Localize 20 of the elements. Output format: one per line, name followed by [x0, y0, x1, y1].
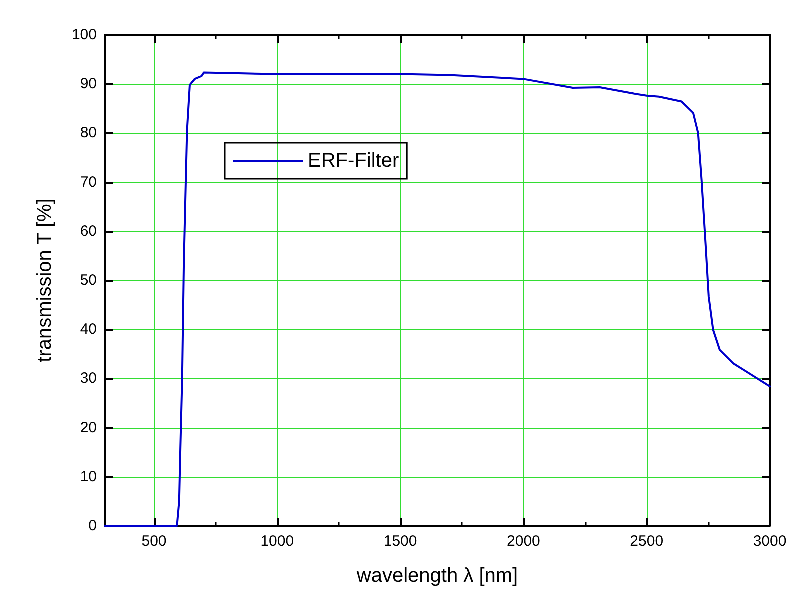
x-tick-label: 2500 [630, 533, 664, 550]
y-tick-label: 20 [80, 419, 97, 436]
y-tick-label: 90 [80, 76, 97, 93]
x-tick-label: 2000 [507, 533, 540, 550]
y-tick-label: 60 [80, 222, 97, 240]
y-tick-label: 70 [80, 174, 97, 191]
y-tick-label: 0 [88, 518, 97, 534]
x-tick-label: 1500 [384, 533, 418, 550]
y-tick-label: 30 [80, 370, 97, 388]
y-tick-label: 100 [72, 26, 97, 44]
legend-label: ERF-Filter [308, 150, 400, 172]
y-tick-label: 40 [80, 321, 97, 338]
y-tick-label: 80 [80, 124, 97, 142]
x-tick-label: 1000 [260, 533, 294, 550]
y-tick-label: 50 [80, 272, 97, 289]
x-tick-label: 500 [142, 533, 167, 550]
y-tick-label: 10 [80, 468, 97, 486]
x-axis-title: wavelength λ [nm] [356, 565, 518, 587]
y-axis-title: transmission T [%] [34, 198, 56, 362]
x-tick-label: 3000 [753, 533, 787, 550]
